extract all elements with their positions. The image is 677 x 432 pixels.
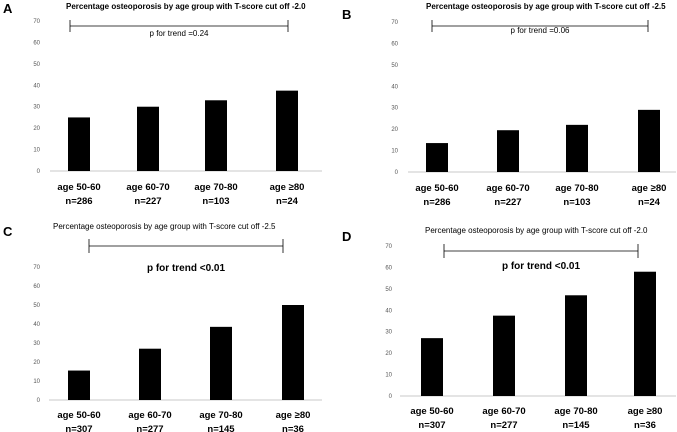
panel-letter: B <box>342 7 351 22</box>
y-tick-label: 30 <box>33 341 40 347</box>
y-tick-label: 20 <box>33 126 40 132</box>
chart-title: Percentage osteoporosis by age group wit… <box>426 2 666 11</box>
x-category-label: age 50-60 <box>57 182 100 193</box>
bar-2 <box>137 106 159 171</box>
x-n-label: n=103 <box>563 197 590 208</box>
y-tick-label: 10 <box>33 379 40 385</box>
y-tick-label: 10 <box>385 373 392 379</box>
x-n-label: n=286 <box>423 197 450 208</box>
x-n-label: n=277 <box>490 420 517 431</box>
x-n-label: n=286 <box>65 196 92 207</box>
trend-label: p for trend <0.01 <box>147 263 226 274</box>
x-n-label: n=227 <box>134 196 161 207</box>
y-tick-label: 60 <box>385 265 392 271</box>
bar-4 <box>276 90 298 171</box>
x-category-label: age 50-60 <box>410 406 453 417</box>
bar-3 <box>205 100 227 171</box>
x-category-label: age ≥80 <box>632 183 667 194</box>
y-tick-label: 0 <box>37 169 41 175</box>
bar-4 <box>282 305 304 400</box>
x-n-label: n=307 <box>418 420 445 431</box>
y-tick-label: 10 <box>33 148 40 154</box>
x-category-label: age 60-70 <box>128 410 171 421</box>
chart-title: Percentage osteoporosis by age group wit… <box>53 222 276 231</box>
x-category-label: age ≥80 <box>276 410 311 421</box>
y-tick-label: 70 <box>33 265 40 271</box>
y-tick-label: 0 <box>395 170 399 176</box>
bar-3 <box>565 295 587 396</box>
bar-2 <box>497 130 519 172</box>
y-tick-label: 70 <box>385 244 392 250</box>
bar-3 <box>566 124 588 172</box>
x-category-label: age 70-80 <box>555 183 598 194</box>
y-tick-label: 40 <box>385 308 392 314</box>
x-n-label: n=103 <box>202 196 229 207</box>
chart-panel-c: C Percentage osteoporosis by age group wi… <box>3 222 322 432</box>
x-category-label: age 60-70 <box>482 406 525 417</box>
x-n-label: n=307 <box>65 424 92 432</box>
bar-1 <box>68 370 90 400</box>
trend-label: p for trend <0.01 <box>502 261 581 272</box>
y-tick-label: 40 <box>391 84 398 90</box>
bar-2 <box>139 348 161 400</box>
y-tick-label: 60 <box>33 40 40 46</box>
bar-1 <box>421 338 443 396</box>
x-n-label: n=277 <box>136 424 163 432</box>
x-category-label: age 70-80 <box>194 182 237 193</box>
x-category-label: age ≥80 <box>628 406 663 417</box>
y-tick-label: 70 <box>391 20 398 26</box>
chart-panel-b: B Percentage osteoporosis by age group wi… <box>342 2 676 208</box>
x-n-label: n=145 <box>207 424 235 432</box>
y-tick-label: 10 <box>391 149 398 155</box>
y-tick-label: 50 <box>33 303 40 309</box>
y-tick-label: 20 <box>391 127 398 133</box>
panel-letter: C <box>3 224 13 239</box>
x-category-label: age 60-70 <box>486 183 529 194</box>
bar-2 <box>493 315 515 396</box>
y-tick-label: 20 <box>385 351 392 357</box>
bar-3 <box>210 326 232 400</box>
x-n-label: n=24 <box>638 197 661 208</box>
y-tick-label: 60 <box>391 41 398 47</box>
chart-panel-d: D Percentage osteoporosis by age group wi… <box>342 226 676 431</box>
x-category-label: age 50-60 <box>415 183 458 194</box>
y-tick-label: 40 <box>33 322 40 328</box>
chart-title: Percentage osteoporosis by age group wit… <box>425 226 648 235</box>
chart-title: Percentage osteoporosis by age group wit… <box>66 2 306 11</box>
x-category-label: age 60-70 <box>126 182 169 193</box>
x-n-label: n=36 <box>282 424 304 432</box>
y-tick-label: 50 <box>33 62 40 68</box>
y-tick-label: 50 <box>385 287 392 293</box>
panel-letter: A <box>3 1 13 16</box>
bar-1 <box>426 143 448 172</box>
bar-4 <box>638 109 660 172</box>
bar-1 <box>68 117 90 171</box>
trend-label: p for trend =0.06 <box>511 26 570 35</box>
x-category-label: age 70-80 <box>554 406 597 417</box>
y-tick-label: 30 <box>385 330 392 336</box>
x-category-label: age ≥80 <box>270 182 305 193</box>
y-tick-label: 0 <box>37 398 41 404</box>
x-n-label: n=24 <box>276 196 299 207</box>
x-category-label: age 50-60 <box>57 410 100 421</box>
y-tick-label: 40 <box>33 83 40 89</box>
x-n-label: n=145 <box>562 420 590 431</box>
x-n-label: n=227 <box>494 197 521 208</box>
y-tick-label: 50 <box>391 63 398 69</box>
y-tick-label: 20 <box>33 360 40 366</box>
panel-letter: D <box>342 229 351 244</box>
y-tick-label: 70 <box>33 19 40 25</box>
y-tick-label: 30 <box>33 105 40 111</box>
x-category-label: age 70-80 <box>199 410 242 421</box>
trend-label: p for trend =0.24 <box>150 29 209 38</box>
y-tick-label: 60 <box>33 284 40 290</box>
x-n-label: n=36 <box>634 420 656 431</box>
bar-4 <box>634 271 656 396</box>
chart-panel-a: A Percentage osteoporosis by age group wi… <box>3 1 322 207</box>
y-tick-label: 0 <box>389 394 393 400</box>
y-tick-label: 30 <box>391 106 398 112</box>
